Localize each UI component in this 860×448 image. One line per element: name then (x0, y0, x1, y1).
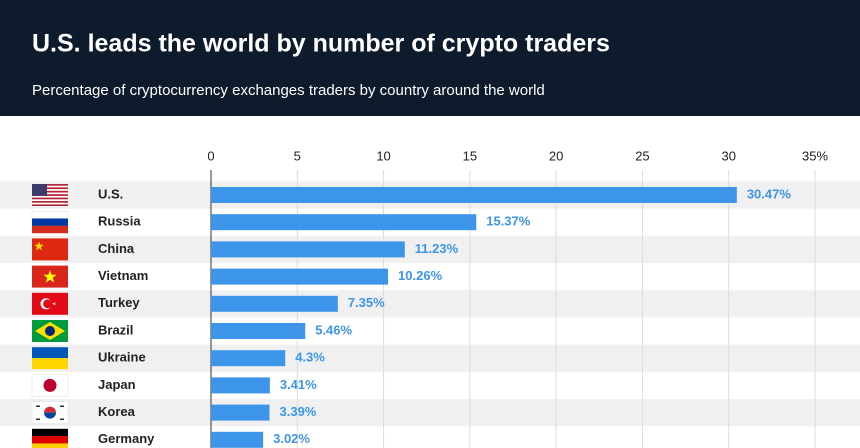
x-tick-label: 0 (207, 148, 214, 163)
x-tick-label: 10 (376, 148, 390, 163)
category-label: Japan (98, 377, 136, 392)
row-bg (0, 399, 860, 427)
x-tick-label: 20 (549, 148, 563, 163)
x-tick-label: 25 (635, 148, 649, 163)
chart-subtitle: Percentage of cryptocurrency exchanges t… (32, 82, 545, 99)
category-label: Russia (98, 214, 141, 229)
header-bg (0, 0, 860, 116)
flag-turkey (32, 292, 68, 315)
row-bg (0, 290, 860, 318)
row-bg (0, 344, 860, 372)
row-backgrounds (0, 181, 860, 427)
category-label: Germany (98, 431, 155, 446)
bar (211, 431, 264, 448)
bar (211, 404, 270, 421)
value-label: 11.23% (415, 241, 459, 256)
category-label: Brazil (98, 322, 133, 337)
bar (211, 268, 389, 285)
category-label: U.S. (98, 186, 123, 201)
flag-ukraine (32, 347, 68, 370)
bar (211, 187, 737, 203)
flag-korea (31, 401, 69, 424)
flag-china (32, 238, 68, 261)
flag-germany (32, 428, 68, 448)
bar (211, 295, 338, 312)
category-label: Korea (98, 404, 136, 419)
value-label: 30.47% (747, 186, 792, 201)
category-label: Turkey (98, 295, 140, 310)
category-label: China (98, 241, 135, 256)
value-label: 3.02% (273, 431, 310, 446)
bar (211, 323, 306, 339)
category-label: Vietnam (98, 268, 148, 283)
bar (211, 241, 405, 258)
value-label: 3.41% (280, 377, 317, 392)
value-label: 15.37% (486, 214, 531, 229)
chart-title: U.S. leads the world by number of crypto… (32, 30, 610, 58)
value-label: 7.35% (348, 295, 385, 310)
value-label: 3.39% (280, 404, 317, 419)
flag-brazil (32, 320, 68, 342)
x-tick-label: 5 (294, 148, 301, 163)
flag-russia (31, 210, 69, 234)
bar (211, 214, 477, 231)
flags (31, 184, 69, 448)
x-tick-label: 35% (802, 148, 828, 163)
flag-us (32, 184, 68, 206)
value-label: 5.46% (315, 322, 352, 337)
x-tick-label: 15 (463, 148, 477, 163)
flag-japan (31, 374, 69, 397)
value-label: 4.3% (295, 350, 325, 365)
bar (211, 377, 270, 394)
bar (211, 350, 286, 367)
x-tick-label: 30 (721, 148, 735, 163)
value-label: 10.26% (398, 268, 443, 283)
flag-vietnam (32, 265, 68, 288)
row-bg (0, 235, 860, 263)
category-label: Ukraine (98, 350, 146, 365)
bars: U.S. 30.47% Russia 15.37% China 11.23% Vietnam… (98, 186, 792, 448)
